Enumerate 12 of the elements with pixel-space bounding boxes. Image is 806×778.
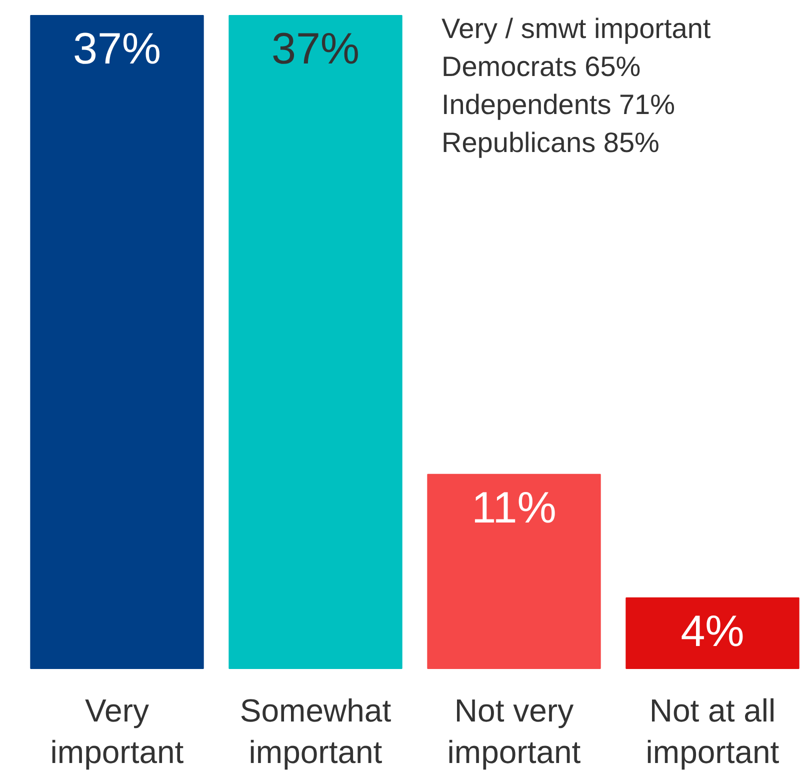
annotation: Very / smwt important xyxy=(442,13,711,44)
data-label: 37% xyxy=(72,24,162,74)
annotation: Republicans 85% xyxy=(442,127,660,158)
x-tick-label: Very important xyxy=(50,692,184,770)
annotation: Independents 71% xyxy=(442,89,676,120)
data-label: 11% xyxy=(472,483,556,532)
data-label: 37% xyxy=(271,24,360,74)
x-tick-label: Somewhat important xyxy=(240,692,392,770)
x-tick-label: Not very important xyxy=(447,692,581,770)
x-tick-label: Not at all important xyxy=(646,692,780,770)
annotation: Democrats 65% xyxy=(442,51,641,82)
data-label: 4% xyxy=(680,606,744,656)
